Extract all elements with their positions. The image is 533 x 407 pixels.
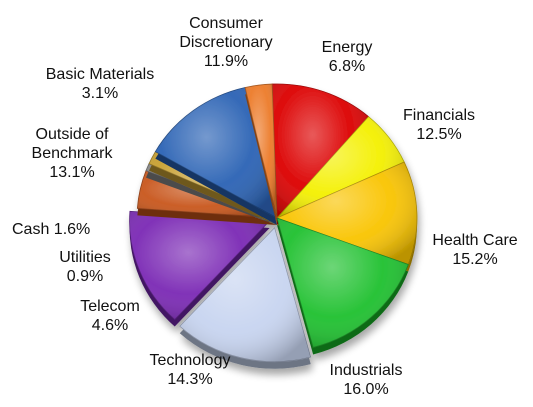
pie-slice-basic-materials <box>244 83 278 225</box>
slice-label-energy: Energy 6.8% <box>322 39 373 75</box>
pie-slice-health-care <box>276 217 409 355</box>
slice-label-health-care: Health Care 15.2% <box>432 232 517 268</box>
pie-slice-shine <box>277 218 409 348</box>
slice-label-financials: Financials 12.5% <box>403 107 475 143</box>
slice-label-line: 0.9% <box>67 268 103 285</box>
pie-labels: Consumer Discretionary 11.9% Energy 6.8% Fina… <box>12 15 518 398</box>
pie-slice-outside-of-benchmark <box>154 87 278 225</box>
slice-label-line: Cash 1.6% <box>12 221 90 238</box>
pie-slice-shine <box>272 84 369 218</box>
slice-label-cash: Cash 1.6% <box>12 221 90 238</box>
slice-label-telecom: Telecom 4.6% <box>80 298 140 334</box>
pie-slice-side <box>146 170 277 225</box>
slice-label-line: Consumer <box>189 15 263 32</box>
slice-label-line: 3.1% <box>82 85 118 102</box>
slice-label-line: Discretionary <box>179 34 272 51</box>
slice-label-basic-materials: Basic Materials 3.1% <box>46 66 154 102</box>
slice-label-line: Industrials <box>330 362 403 379</box>
pie-slice-energy <box>276 116 405 225</box>
slice-label-industrials: Industrials 16.0% <box>330 362 403 398</box>
slice-label-outside-of-benchmark: Outside of Benchmark 13.1% <box>32 126 114 181</box>
slice-label-line: 12.5% <box>416 126 461 143</box>
pie-slices <box>129 83 418 369</box>
slice-label-technology: Technology 14.3% <box>150 352 231 388</box>
slice-label-line: 15.2% <box>452 251 497 268</box>
slice-label-line: 4.6% <box>92 317 128 334</box>
pie-slice-financials <box>275 161 418 272</box>
slice-label-line: Financials <box>403 107 475 124</box>
slice-label-consumer-discretionary: Consumer Discretionary 11.9% <box>179 15 272 70</box>
pie-slice-consumer-discretionary <box>271 83 370 225</box>
pie-slice-shine <box>277 162 417 265</box>
slice-label-line: Benchmark <box>32 145 114 162</box>
slice-label-utilities: Utilities 0.9% <box>59 249 111 285</box>
slice-label-line: 6.8% <box>329 58 365 75</box>
slice-label-line: 11.9% <box>204 53 248 70</box>
pie-slice-shine <box>245 84 277 218</box>
slice-label-line: 13.1% <box>49 164 94 181</box>
slice-label-line: Utilities <box>59 249 111 266</box>
slice-label-line: Health Care <box>432 232 517 249</box>
pie-slice-shine <box>179 227 311 362</box>
slice-label-line: 16.0% <box>343 381 388 398</box>
slice-label-line: Energy <box>322 39 373 56</box>
slice-label-line: Technology <box>150 352 231 369</box>
pie-slice-industrials <box>179 226 312 369</box>
slice-label-line: 14.3% <box>167 371 212 388</box>
pie-slice-shine <box>277 116 405 218</box>
pie-slice-technology <box>129 210 271 327</box>
slice-label-line: Telecom <box>80 298 140 315</box>
pie-slice-shine <box>129 211 270 320</box>
slice-label-line: Outside of <box>36 126 109 143</box>
pie-slice-shine <box>155 87 277 218</box>
slice-label-line: Basic Materials <box>46 66 154 83</box>
